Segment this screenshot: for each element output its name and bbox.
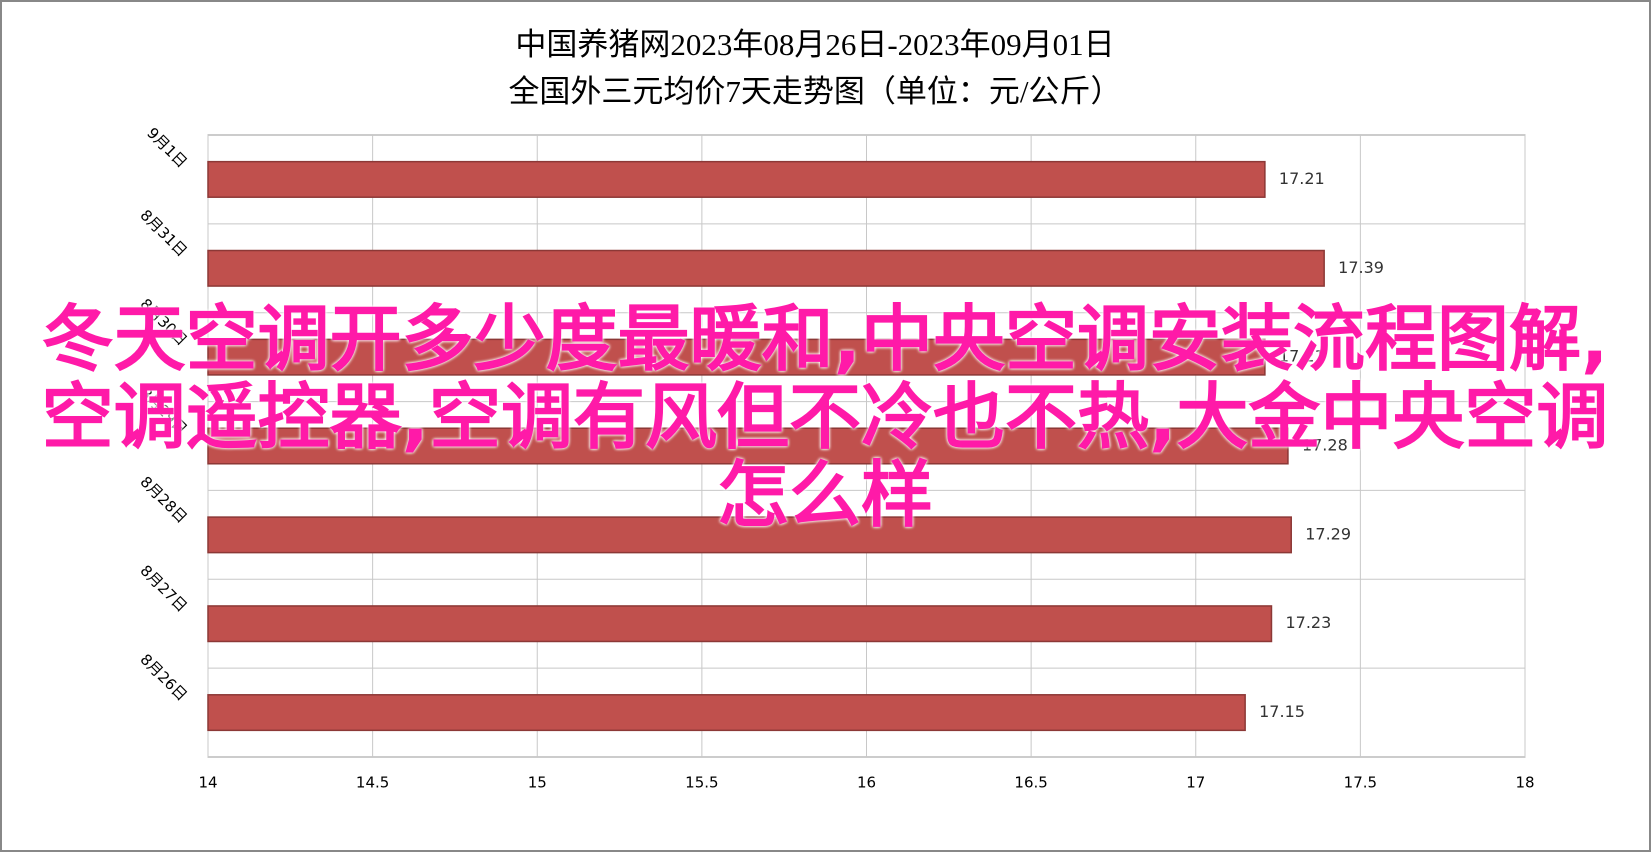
value-label: 17.15 (1259, 702, 1305, 721)
overlay-text: 冬天空调开多少度最暖和,中央空调安装流程图解,空调遥控器,空调有风但不冷也不热,… (41, 297, 1609, 537)
bar (207, 160, 1266, 198)
value-label: 17.23 (1285, 613, 1331, 632)
chart-title: 中国养猪网2023年08月26日-2023年09月01日 (515, 27, 1114, 62)
x-tick-label: 16 (857, 774, 876, 792)
x-tick-label: 17 (1186, 774, 1205, 792)
value-label: 17.21 (1279, 347, 1325, 366)
bar (207, 516, 1292, 554)
x-tick-label: 18 (1515, 774, 1534, 792)
x-tick-label: 14 (198, 774, 217, 792)
bar (207, 338, 1266, 376)
bar (207, 605, 1273, 643)
chart-subtitle: 全国外三元均价7天走势图（单位：元/公斤） (508, 74, 1121, 109)
value-label: 17.21 (1279, 169, 1325, 188)
x-tick-label: 14.5 (356, 774, 389, 792)
bar (207, 694, 1246, 732)
x-tick-label: 17.5 (1344, 774, 1377, 792)
value-label: 17.39 (1338, 258, 1384, 277)
x-tick-label: 15 (528, 774, 547, 792)
x-tick-label: 16.5 (1014, 774, 1047, 792)
bar (207, 427, 1289, 465)
x-tick-label: 15.5 (685, 774, 718, 792)
value-label: 17.28 (1302, 436, 1348, 455)
value-label: 17.29 (1305, 524, 1351, 543)
bar (207, 249, 1325, 287)
